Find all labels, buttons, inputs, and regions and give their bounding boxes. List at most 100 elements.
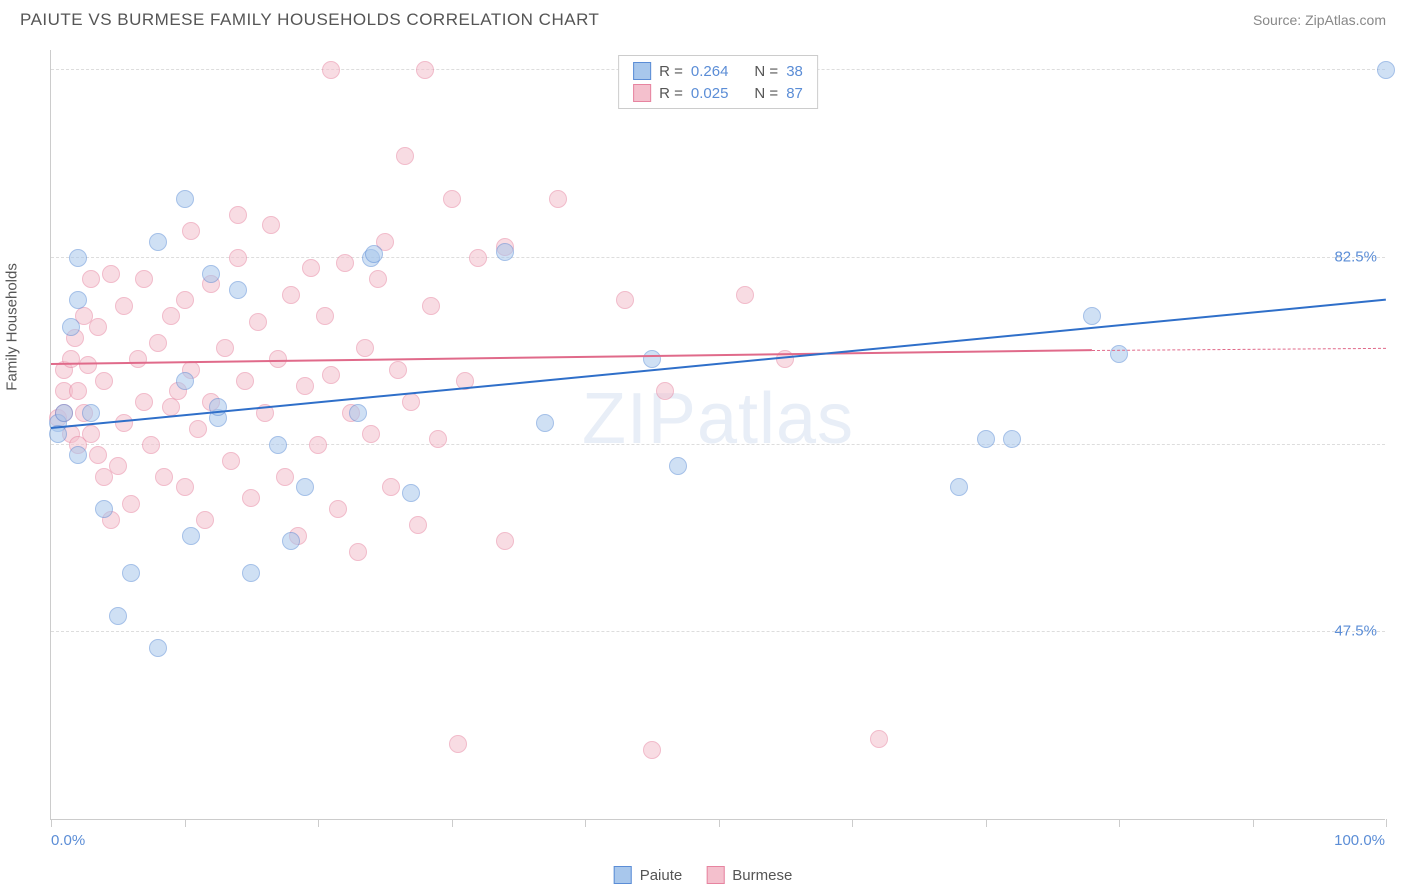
legend-swatch-burmese (706, 866, 724, 884)
scatter-point-paiute (643, 350, 661, 368)
scatter-point-burmese (276, 468, 294, 486)
x-tick (1119, 819, 1120, 827)
scatter-point-burmese (82, 270, 100, 288)
scatter-point-paiute (349, 404, 367, 422)
scatter-point-paiute (82, 404, 100, 422)
x-tick (986, 819, 987, 827)
scatter-point-burmese (115, 414, 133, 432)
legend-swatch-burmese (633, 84, 651, 102)
n-value: 38 (786, 63, 803, 80)
r-label: R = (659, 85, 683, 102)
scatter-point-paiute (950, 478, 968, 496)
x-tick (51, 819, 52, 827)
scatter-point-paiute (149, 639, 167, 657)
scatter-point-burmese (69, 382, 87, 400)
scatter-point-burmese (443, 190, 461, 208)
scatter-point-burmese (129, 350, 147, 368)
scatter-point-burmese (115, 297, 133, 315)
scatter-point-burmese (643, 741, 661, 759)
chart-title: PAIUTE VS BURMESE FAMILY HOUSEHOLDS CORR… (20, 10, 599, 30)
scatter-point-burmese (349, 543, 367, 561)
n-label: N = (754, 85, 778, 102)
scatter-point-burmese (402, 393, 420, 411)
scatter-point-burmese (309, 436, 327, 454)
scatter-point-burmese (469, 249, 487, 267)
scatter-point-burmese (870, 730, 888, 748)
scatter-point-paiute (182, 527, 200, 545)
legend-item-paiute: Paiute (614, 866, 683, 884)
scatter-point-burmese (736, 286, 754, 304)
scatter-point-burmese (82, 425, 100, 443)
scatter-point-burmese (162, 307, 180, 325)
scatter-point-paiute (122, 564, 140, 582)
scatter-point-paiute (69, 249, 87, 267)
scatter-point-burmese (89, 446, 107, 464)
scatter-point-paiute (62, 318, 80, 336)
scatter-point-burmese (449, 735, 467, 753)
scatter-point-paiute (109, 607, 127, 625)
scatter-point-burmese (135, 393, 153, 411)
scatter-point-burmese (229, 206, 247, 224)
scatter-point-paiute (269, 436, 287, 454)
scatter-point-burmese (302, 259, 320, 277)
scatter-point-burmese (162, 398, 180, 416)
scatter-point-burmese (362, 425, 380, 443)
x-tick (585, 819, 586, 827)
scatter-point-paiute (402, 484, 420, 502)
scatter-point-burmese (416, 61, 434, 79)
trend-line (51, 349, 1092, 365)
n-label: N = (754, 63, 778, 80)
scatter-point-paiute (202, 265, 220, 283)
scatter-point-burmese (182, 222, 200, 240)
scatter-point-burmese (409, 516, 427, 534)
scatter-point-paiute (296, 478, 314, 496)
legend-stats-row-burmese: R =0.025N =87 (633, 82, 803, 104)
y-tick-label: 82.5% (1334, 248, 1377, 265)
scatter-point-burmese (176, 291, 194, 309)
scatter-point-paiute (176, 190, 194, 208)
r-label: R = (659, 63, 683, 80)
scatter-point-paiute (977, 430, 995, 448)
scatter-point-burmese (336, 254, 354, 272)
scatter-point-burmese (422, 297, 440, 315)
scatter-point-burmese (176, 478, 194, 496)
scatter-point-burmese (329, 500, 347, 518)
gridline (51, 257, 1385, 258)
scatter-point-burmese (62, 350, 80, 368)
gridline (51, 631, 1385, 632)
chart-source: Source: ZipAtlas.com (1253, 12, 1386, 28)
scatter-point-burmese (149, 334, 167, 352)
legend-label-paiute: Paiute (640, 867, 683, 884)
scatter-point-burmese (356, 339, 374, 357)
x-tick-label: 100.0% (1334, 832, 1385, 849)
scatter-point-paiute (1377, 61, 1395, 79)
scatter-point-burmese (282, 286, 300, 304)
r-value: 0.025 (691, 85, 729, 102)
scatter-point-burmese (242, 489, 260, 507)
scatter-point-paiute (1110, 345, 1128, 363)
scatter-point-burmese (296, 377, 314, 395)
legend-swatch-paiute (633, 62, 651, 80)
legend-item-burmese: Burmese (706, 866, 792, 884)
scatter-point-paiute (282, 532, 300, 550)
scatter-point-burmese (216, 339, 234, 357)
scatter-point-burmese (429, 430, 447, 448)
scatter-point-burmese (249, 313, 267, 331)
scatter-point-burmese (616, 291, 634, 309)
x-tick (185, 819, 186, 827)
scatter-point-paiute (496, 243, 514, 261)
scatter-point-burmese (549, 190, 567, 208)
x-tick-label: 0.0% (51, 832, 85, 849)
scatter-point-burmese (122, 495, 140, 513)
x-tick (318, 819, 319, 827)
x-tick (452, 819, 453, 827)
scatter-point-burmese (656, 382, 674, 400)
scatter-point-burmese (155, 468, 173, 486)
scatter-point-paiute (669, 457, 687, 475)
scatter-point-burmese (262, 216, 280, 234)
chart-plot-area: ZIPatlas 47.5%82.5%0.0%100.0%R =0.264N =… (50, 50, 1385, 820)
scatter-point-paiute (536, 414, 554, 432)
y-tick-label: 47.5% (1334, 622, 1377, 639)
trend-line-dashed (1092, 347, 1386, 350)
scatter-point-burmese (102, 265, 120, 283)
